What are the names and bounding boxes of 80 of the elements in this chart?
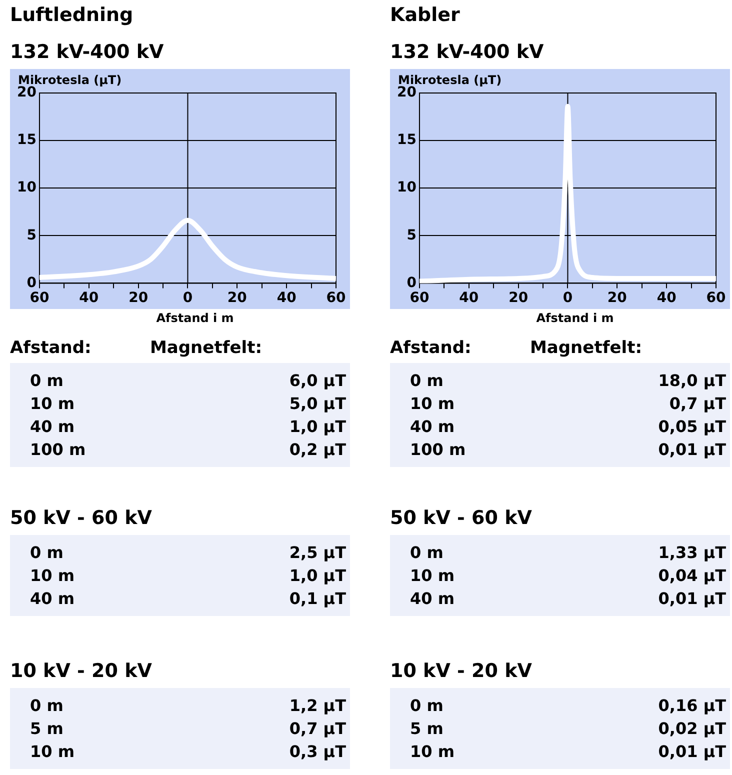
chart-title: Kabler: [390, 3, 461, 28]
category-label: 40 m: [30, 588, 75, 610]
x-tick-label: 20: [227, 290, 248, 306]
x-tick-label: 40: [459, 290, 479, 306]
y-axis-title: Mikrotesla (µT): [18, 73, 122, 88]
category-label: 100 m: [30, 439, 86, 461]
category-label: 0 m: [410, 542, 444, 564]
x-axis-title: Afstand i m: [155, 311, 235, 325]
x-axis-title: Afstand i m: [535, 311, 615, 325]
category-label: 0 m: [30, 370, 64, 392]
y-axis-title: Mikrotesla (µT): [398, 73, 502, 88]
text: 0,01 µT: [658, 440, 726, 459]
text: 0,01 µT: [658, 589, 726, 608]
category-label: 10 m: [30, 565, 75, 587]
text: 6,0 µT: [289, 371, 346, 390]
y-tick-label: 20: [397, 84, 417, 101]
text: 50 kV - 60 kV: [10, 506, 153, 531]
text: 0,2 µT: [289, 440, 346, 459]
text: Afstand:: [390, 337, 472, 360]
text: 0,01 µT: [658, 742, 726, 761]
text: 50 kV - 60 kV: [390, 506, 533, 531]
text: 18,0 µT: [658, 371, 726, 390]
category-label: 10 m: [410, 393, 455, 415]
x-tick-label: 20: [508, 290, 528, 306]
y-tick-label: 20: [17, 84, 37, 101]
x-tick-label: 0: [182, 290, 193, 306]
x-tick-label: 40: [79, 290, 99, 306]
category-label: 5 m: [30, 718, 64, 740]
x-tick-label: 60: [326, 290, 346, 306]
category-label: 0 m: [410, 370, 444, 392]
category-label: 100 m: [410, 439, 466, 461]
y-tick-label: 0: [26, 274, 37, 291]
x-tick-label: 40: [656, 290, 677, 306]
y-tick-label: 0: [406, 274, 417, 291]
y-tick-label: 10: [17, 180, 37, 196]
chart-subtitle: 132 kV-400 kV: [390, 40, 545, 65]
x-tick-label: 0: [562, 290, 573, 306]
category-label: 10 m: [30, 741, 75, 763]
x-tick-label: 20: [128, 290, 148, 306]
category-label: 10 m: [30, 393, 75, 415]
text: 0,7 µT: [669, 394, 726, 413]
text: 0,7 µT: [289, 719, 346, 738]
category-label: 40 m: [410, 416, 455, 438]
text: 10 kV - 20 kV: [390, 659, 533, 684]
text: Afstand:: [10, 337, 92, 360]
chart-subtitle: 132 kV-400 kV: [10, 40, 165, 65]
text: Magnetfelt:: [530, 337, 642, 360]
x-tick-label: 20: [607, 290, 628, 306]
text: 0,16 µT: [658, 696, 726, 715]
text: 1,0 µT: [289, 566, 346, 585]
text: 10 kV - 20 kV: [10, 659, 153, 684]
y-tick-label: 10: [397, 180, 417, 196]
text: 0,3 µT: [289, 742, 346, 761]
category-label: 10 m: [410, 565, 455, 587]
x-tick-label: 60: [30, 290, 50, 306]
text: Magnetfelt:: [150, 337, 262, 360]
y-tick-label: 5: [406, 227, 416, 244]
chart-title: Luftledning: [10, 3, 134, 28]
text: 0,02 µT: [658, 719, 726, 738]
text: 2,5 µT: [289, 543, 346, 562]
category-label: 40 m: [30, 416, 75, 438]
text: 1,2 µT: [289, 696, 346, 715]
category-label: 0 m: [30, 542, 64, 564]
category-label: 0 m: [410, 695, 444, 717]
x-tick-label: 60: [706, 290, 726, 306]
y-tick-label: 5: [26, 227, 36, 244]
category-label: 0 m: [30, 695, 64, 717]
text: 0,04 µT: [658, 566, 726, 585]
text: 0,05 µT: [658, 417, 726, 436]
text: 1,33 µT: [658, 543, 726, 562]
y-tick-label: 15: [17, 132, 36, 148]
text: 1,0 µT: [289, 417, 346, 436]
x-tick-label: 40: [276, 290, 297, 306]
x-tick-label: 60: [410, 290, 430, 306]
y-tick-label: 15: [397, 132, 416, 148]
text: 5,0 µT: [289, 394, 346, 413]
category-label: 40 m: [410, 588, 455, 610]
category-label: 10 m: [410, 741, 455, 763]
category-label: 5 m: [410, 718, 444, 740]
text: 0,1 µT: [289, 589, 346, 608]
